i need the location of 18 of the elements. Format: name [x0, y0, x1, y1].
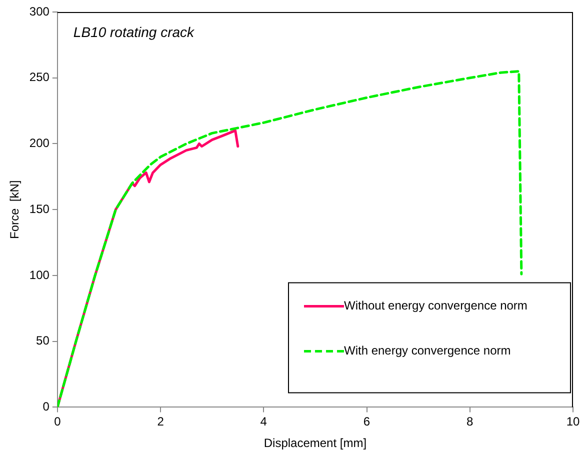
y-tick-label: 150 — [29, 202, 50, 216]
y-tick-label: 250 — [29, 70, 50, 84]
x-tick-label: 6 — [363, 414, 370, 429]
x-axis-title: Displacement [mm] — [264, 436, 367, 450]
x-tick-label: 10 — [566, 414, 580, 429]
y-axis-title: Force [kN] — [8, 180, 22, 239]
y-tick-label: 200 — [29, 136, 50, 150]
x-tick-label: 8 — [466, 414, 474, 429]
y-tick-label: 300 — [29, 4, 50, 18]
y-tick-label: 100 — [29, 268, 50, 282]
text: LB10 rotating crack — [73, 24, 196, 40]
x-tick-label: 0 — [54, 414, 62, 429]
legend-label: With energy convergence norm — [344, 344, 511, 358]
y-tick-label: 50 — [36, 334, 50, 348]
y-tick-label: 0 — [42, 400, 50, 414]
x-tick-label: 4 — [260, 414, 268, 429]
x-tick-label: 2 — [157, 414, 164, 429]
legend-label: Without energy convergence norm — [344, 298, 528, 313]
